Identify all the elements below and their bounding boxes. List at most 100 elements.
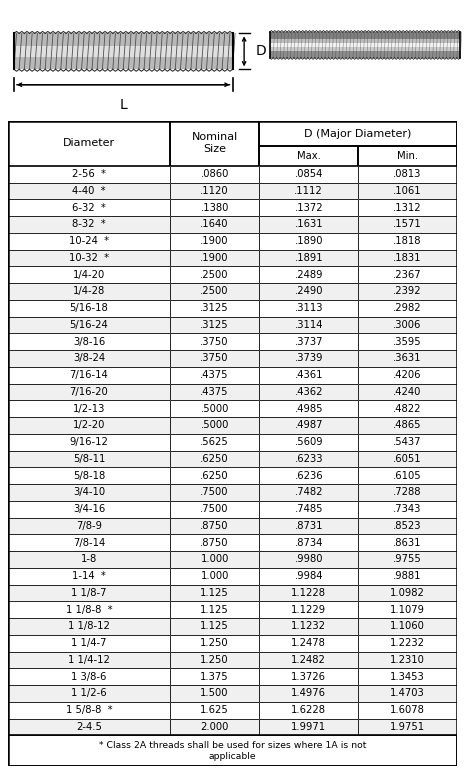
Text: 10-32  *: 10-32 * [69, 253, 109, 263]
FancyBboxPatch shape [259, 401, 358, 417]
FancyBboxPatch shape [170, 484, 259, 501]
FancyBboxPatch shape [8, 702, 170, 719]
FancyBboxPatch shape [259, 434, 358, 450]
Text: .7500: .7500 [200, 488, 229, 497]
Text: .5609: .5609 [294, 437, 323, 447]
FancyBboxPatch shape [170, 434, 259, 450]
Text: .1900: .1900 [200, 253, 229, 263]
Text: 1/4-20: 1/4-20 [73, 270, 105, 279]
Text: 1.3726: 1.3726 [291, 671, 326, 682]
FancyBboxPatch shape [170, 401, 259, 417]
FancyBboxPatch shape [259, 300, 358, 317]
FancyBboxPatch shape [358, 199, 457, 216]
Text: .4375: .4375 [200, 370, 229, 380]
Text: .1372: .1372 [294, 203, 323, 212]
Text: .2367: .2367 [393, 270, 422, 279]
Text: .3125: .3125 [200, 303, 229, 314]
FancyBboxPatch shape [8, 652, 170, 668]
FancyBboxPatch shape [170, 685, 259, 702]
FancyBboxPatch shape [358, 384, 457, 401]
Text: .3631: .3631 [393, 353, 422, 363]
FancyBboxPatch shape [259, 417, 358, 434]
FancyBboxPatch shape [259, 183, 358, 199]
FancyBboxPatch shape [358, 283, 457, 300]
FancyBboxPatch shape [8, 384, 170, 401]
FancyBboxPatch shape [259, 584, 358, 601]
FancyBboxPatch shape [358, 350, 457, 366]
FancyBboxPatch shape [8, 333, 170, 350]
Text: 1-8: 1-8 [81, 555, 97, 565]
FancyBboxPatch shape [270, 54, 460, 56]
Text: 1 1/4-12: 1 1/4-12 [68, 655, 110, 665]
Text: .8523: .8523 [393, 521, 422, 531]
FancyBboxPatch shape [170, 652, 259, 668]
Text: 1.250: 1.250 [200, 655, 229, 665]
Text: 10-24  *: 10-24 * [69, 237, 109, 246]
FancyBboxPatch shape [259, 216, 358, 233]
Text: .7500: .7500 [200, 504, 229, 514]
FancyBboxPatch shape [358, 317, 457, 333]
FancyBboxPatch shape [358, 635, 457, 652]
Text: .1120: .1120 [200, 186, 229, 196]
FancyBboxPatch shape [358, 702, 457, 719]
Text: .4822: .4822 [393, 404, 422, 414]
FancyBboxPatch shape [170, 266, 259, 283]
Text: .8731: .8731 [294, 521, 323, 531]
Text: .1891: .1891 [294, 253, 323, 263]
FancyBboxPatch shape [8, 635, 170, 652]
FancyBboxPatch shape [259, 266, 358, 283]
Text: 1.2478: 1.2478 [291, 638, 326, 648]
FancyBboxPatch shape [170, 350, 259, 366]
FancyBboxPatch shape [270, 32, 460, 34]
Text: .2392: .2392 [393, 286, 422, 296]
Text: 3/4-16: 3/4-16 [73, 504, 105, 514]
Text: .4985: .4985 [294, 404, 323, 414]
Text: .1890: .1890 [294, 237, 323, 246]
Text: .7485: .7485 [294, 504, 323, 514]
FancyBboxPatch shape [8, 250, 170, 266]
Text: 1.125: 1.125 [200, 605, 229, 615]
Text: .3750: .3750 [200, 353, 229, 363]
FancyBboxPatch shape [170, 551, 259, 568]
FancyBboxPatch shape [358, 484, 457, 501]
FancyBboxPatch shape [270, 49, 460, 51]
Text: .1640: .1640 [200, 219, 229, 230]
Text: .1571: .1571 [393, 219, 422, 230]
Text: 1.4976: 1.4976 [291, 689, 326, 699]
Text: .7288: .7288 [393, 488, 422, 497]
FancyBboxPatch shape [170, 719, 259, 735]
FancyBboxPatch shape [170, 450, 259, 468]
Text: .6250: .6250 [200, 471, 229, 481]
Text: .4361: .4361 [294, 370, 323, 380]
Text: 1 1/4-7: 1 1/4-7 [71, 638, 107, 648]
FancyBboxPatch shape [358, 468, 457, 484]
FancyBboxPatch shape [358, 652, 457, 668]
Text: 1-14  *: 1-14 * [72, 571, 106, 581]
FancyBboxPatch shape [170, 635, 259, 652]
FancyBboxPatch shape [170, 517, 259, 534]
Text: 1.0982: 1.0982 [390, 588, 425, 598]
FancyBboxPatch shape [358, 584, 457, 601]
FancyBboxPatch shape [170, 300, 259, 317]
FancyBboxPatch shape [170, 702, 259, 719]
FancyBboxPatch shape [170, 601, 259, 618]
Text: .8750: .8750 [200, 521, 229, 531]
Text: .4987: .4987 [294, 420, 323, 430]
Text: 1.000: 1.000 [200, 555, 229, 565]
FancyBboxPatch shape [358, 434, 457, 450]
Text: .9980: .9980 [294, 555, 323, 565]
Text: .6233: .6233 [294, 454, 323, 464]
Text: 9/16-12: 9/16-12 [70, 437, 108, 447]
FancyBboxPatch shape [170, 468, 259, 484]
Text: 1 1/8-8  *: 1 1/8-8 * [66, 605, 113, 615]
Text: 5/8-18: 5/8-18 [73, 471, 105, 481]
Text: .0854: .0854 [294, 169, 323, 179]
Text: 3/8-16: 3/8-16 [73, 337, 105, 347]
FancyBboxPatch shape [358, 501, 457, 517]
Text: 4-40  *: 4-40 * [72, 186, 106, 196]
Text: 2-4.5: 2-4.5 [76, 722, 102, 732]
FancyBboxPatch shape [8, 468, 170, 484]
Text: L: L [120, 97, 127, 111]
Text: .0813: .0813 [393, 169, 421, 179]
FancyBboxPatch shape [170, 199, 259, 216]
